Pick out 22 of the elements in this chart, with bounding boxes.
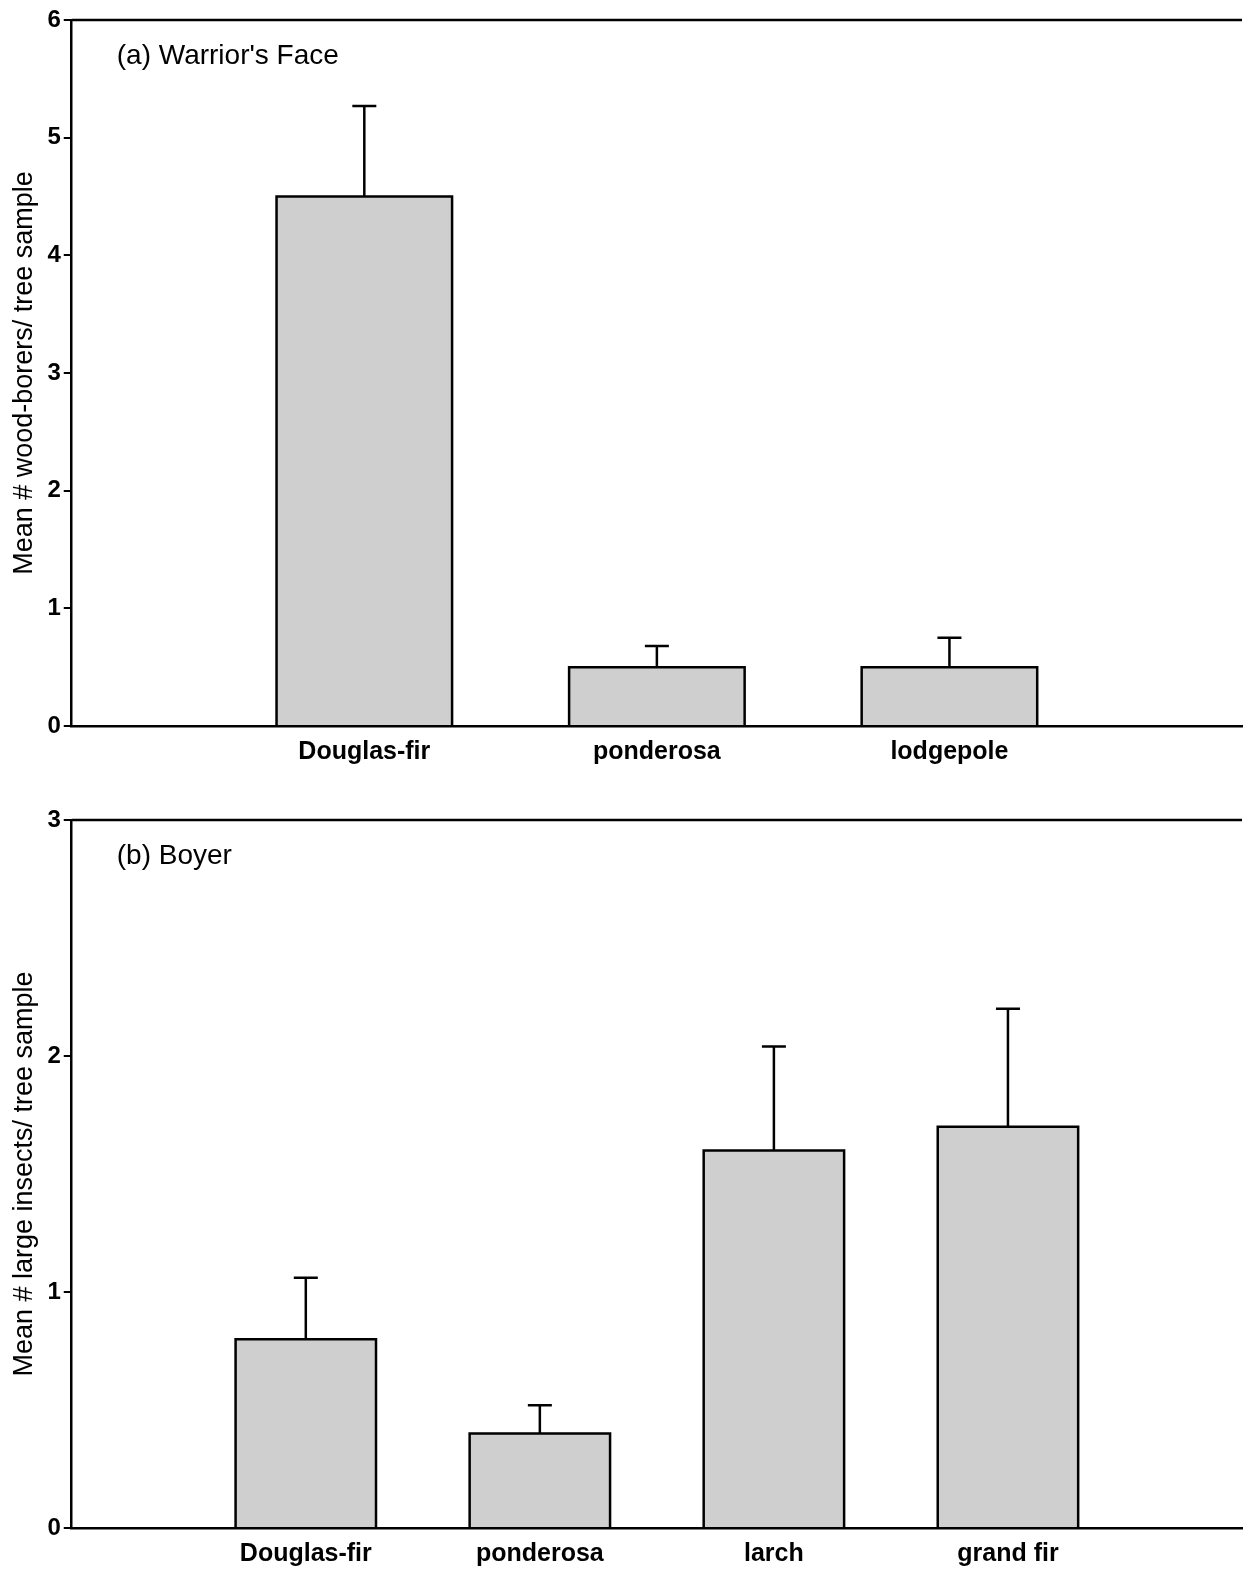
x-tick-label: lodgepole	[890, 735, 1009, 764]
y-tick-label: 3	[47, 357, 61, 385]
y-tick-label: 0	[47, 1512, 61, 1540]
text: (a) Warrior's Face	[116, 38, 339, 70]
y-tick-label: 5	[47, 122, 61, 150]
x-tick-label: ponderosa	[475, 1537, 605, 1566]
y-axis-title: Mean # wood-borers/ tree sample	[7, 171, 38, 575]
y-tick-label: 2	[47, 475, 61, 503]
x-tick-label: larch	[744, 1537, 804, 1566]
x-tick-label: Douglas-fir	[239, 1537, 373, 1566]
x-tick-label: Douglas-fir	[298, 735, 431, 764]
x-tick-label: ponderosa	[592, 735, 722, 764]
y-tick-label: 1	[47, 1276, 61, 1304]
x-tick-label: grand fir	[957, 1537, 1059, 1566]
y-tick-label: 6	[47, 4, 61, 32]
y-tick-label: 4	[47, 239, 62, 267]
y-tick-label: 1	[47, 592, 61, 620]
y-tick-label: 0	[47, 710, 61, 738]
y-axis-title: Mean # large insects/ tree sample	[7, 971, 38, 1377]
text: (b) Boyer	[116, 838, 232, 870]
y-tick-label: 3	[47, 804, 61, 832]
y-tick-label: 2	[47, 1040, 61, 1068]
